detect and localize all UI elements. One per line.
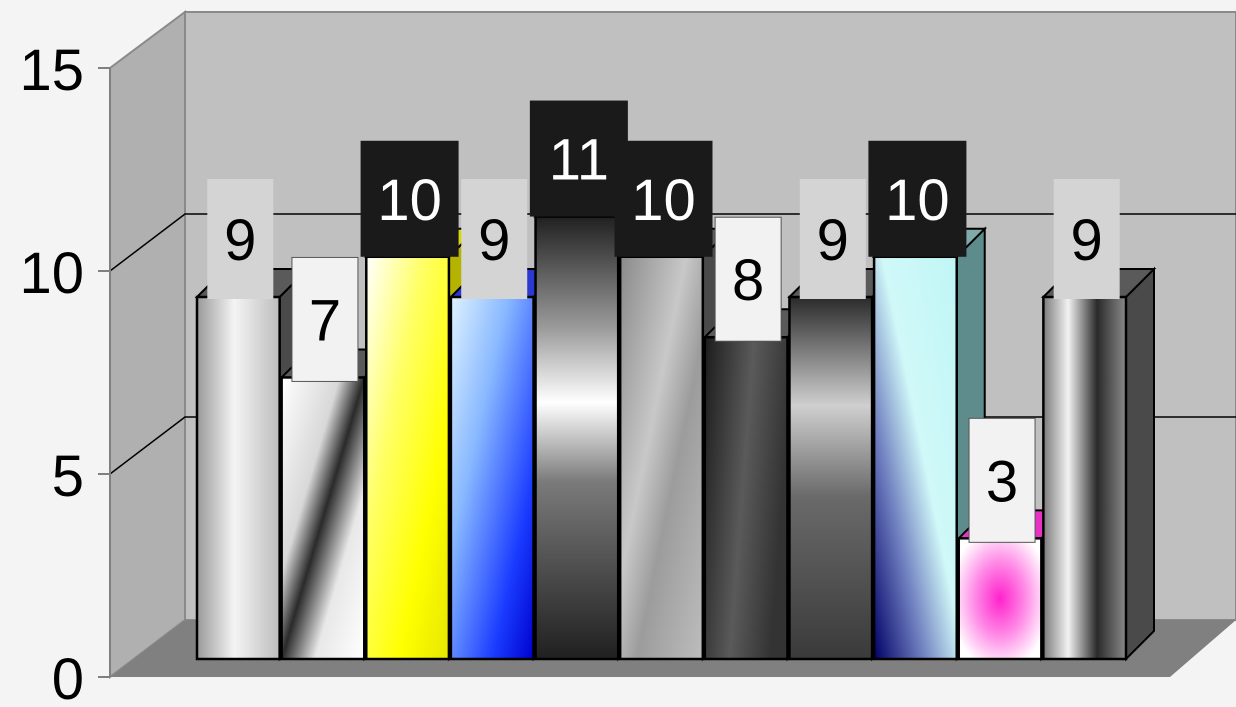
bar-front bbox=[703, 335, 789, 661]
bar-front bbox=[618, 255, 705, 661]
data-label-text: 9 bbox=[224, 208, 256, 273]
bar-front bbox=[449, 295, 535, 661]
data-label-10: 3 bbox=[968, 417, 1036, 543]
data-label-text: 9 bbox=[1071, 208, 1103, 273]
bar-front bbox=[534, 215, 620, 661]
data-label-box bbox=[868, 140, 967, 257]
y-tick-label: 0 bbox=[52, 647, 84, 707]
data-label-4: 9 bbox=[461, 179, 528, 299]
data-label-11: 9 bbox=[1053, 179, 1120, 299]
bar-side bbox=[1125, 266, 1155, 662]
data-label-text: 7 bbox=[309, 288, 341, 353]
data-label-box bbox=[207, 179, 274, 299]
data-label-9: 10 bbox=[868, 140, 967, 257]
data-label-box bbox=[529, 100, 628, 217]
data-label-6: 10 bbox=[614, 140, 713, 257]
bar-front bbox=[280, 376, 366, 661]
data-label-text: 10 bbox=[631, 168, 696, 233]
y-tick-label: 15 bbox=[19, 38, 84, 103]
bar-front bbox=[788, 295, 874, 661]
data-label-text: 10 bbox=[377, 168, 442, 233]
data-label-box bbox=[968, 417, 1036, 543]
y-axis: 0 5 10 15 bbox=[19, 38, 111, 707]
y-tick-label: 5 bbox=[52, 444, 84, 509]
data-label-3: 10 bbox=[360, 140, 459, 257]
data-label-text: 3 bbox=[986, 449, 1018, 514]
data-label-2: 7 bbox=[291, 256, 359, 382]
data-label-5: 11 bbox=[529, 100, 628, 217]
data-label-box bbox=[614, 140, 713, 257]
data-label-text: 8 bbox=[732, 248, 764, 313]
bar-front bbox=[1042, 295, 1128, 661]
data-label-1: 9 bbox=[207, 179, 274, 299]
bar-front bbox=[957, 537, 1043, 661]
data-label-8: 9 bbox=[799, 179, 866, 299]
data-label-box bbox=[714, 216, 782, 342]
data-label-7: 8 bbox=[714, 216, 782, 342]
data-label-box bbox=[291, 256, 359, 382]
data-label-box bbox=[799, 179, 866, 299]
data-label-text: 9 bbox=[817, 208, 849, 273]
data-label-box bbox=[360, 140, 459, 257]
y-tick-label: 10 bbox=[19, 241, 84, 306]
bar-front bbox=[365, 255, 451, 661]
data-label-text: 10 bbox=[885, 168, 950, 233]
side-wall bbox=[109, 10, 186, 680]
data-label-box bbox=[1053, 179, 1120, 299]
data-label-box bbox=[461, 179, 528, 299]
bar-11 bbox=[1040, 266, 1157, 662]
bar-front bbox=[872, 255, 958, 661]
data-label-text: 11 bbox=[549, 128, 609, 193]
bar-front bbox=[195, 295, 281, 661]
data-label-text: 9 bbox=[478, 208, 510, 273]
